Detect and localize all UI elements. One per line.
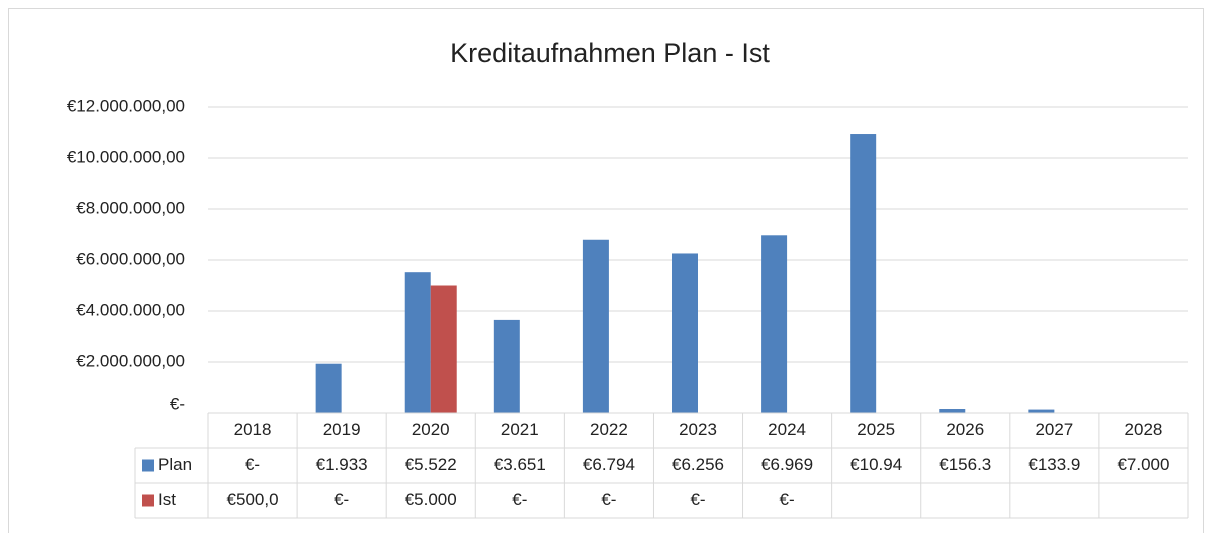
x-tick-label: 2023 [679, 420, 717, 439]
x-tick-label: 2020 [412, 420, 450, 439]
x-tick-label: 2019 [323, 420, 361, 439]
table-value: €10.94 [850, 455, 902, 474]
x-tick-label: 2027 [1035, 420, 1073, 439]
table-value: €- [512, 490, 527, 509]
table-value: €133.9 [1028, 455, 1080, 474]
chart-border [8, 8, 1204, 533]
table-value: €- [690, 490, 705, 509]
table-value: €7.000 [1117, 455, 1169, 474]
table-value: €1.933 [316, 455, 368, 474]
bar [430, 285, 457, 413]
y-tick-label: €10.000.000,00 [67, 147, 185, 166]
x-tick-label: 2025 [857, 420, 895, 439]
bar [672, 253, 698, 413]
table-value: €- [334, 490, 349, 509]
table-value: €- [601, 490, 616, 509]
y-tick-label: €12.000.000,00 [67, 96, 185, 115]
x-tick-label: 2021 [501, 420, 539, 439]
x-tick-label: 2024 [768, 420, 806, 439]
chart-title: Kreditaufnahmen Plan - Ist [450, 38, 770, 68]
legend-key [142, 459, 154, 472]
bar [939, 409, 966, 413]
bar [315, 363, 342, 413]
x-tick-label: 2018 [234, 420, 272, 439]
legend-label: Ist [158, 490, 176, 509]
table-value: €6.969 [761, 455, 813, 474]
table-value: €5.000 [405, 490, 457, 509]
bar [493, 319, 520, 413]
bar [1028, 409, 1055, 413]
bar [404, 272, 431, 413]
y-tick-label: €4.000.000,00 [76, 300, 185, 319]
x-tick-label: 2026 [946, 420, 984, 439]
y-tick-label: €8.000.000,00 [76, 198, 185, 217]
table-value: €- [245, 455, 260, 474]
y-tick-label: €- [170, 394, 185, 413]
legend-label: Plan [158, 455, 192, 474]
bar [761, 235, 788, 413]
y-tick-label: €2.000.000,00 [76, 351, 185, 370]
y-tick-label: €6.000.000,00 [76, 249, 185, 268]
table-value: €- [780, 490, 795, 509]
x-tick-label: 2028 [1125, 420, 1163, 439]
table-value: €5.522 [405, 455, 457, 474]
bar [582, 239, 609, 413]
x-tick-label: 2022 [590, 420, 628, 439]
table-value: €6.256 [672, 455, 724, 474]
bar [850, 134, 877, 413]
legend-key [142, 494, 154, 507]
table-value: €6.794 [583, 455, 635, 474]
table-value: €500,0 [227, 490, 279, 509]
table-value: €156.3 [939, 455, 991, 474]
table-value: €3.651 [494, 455, 546, 474]
